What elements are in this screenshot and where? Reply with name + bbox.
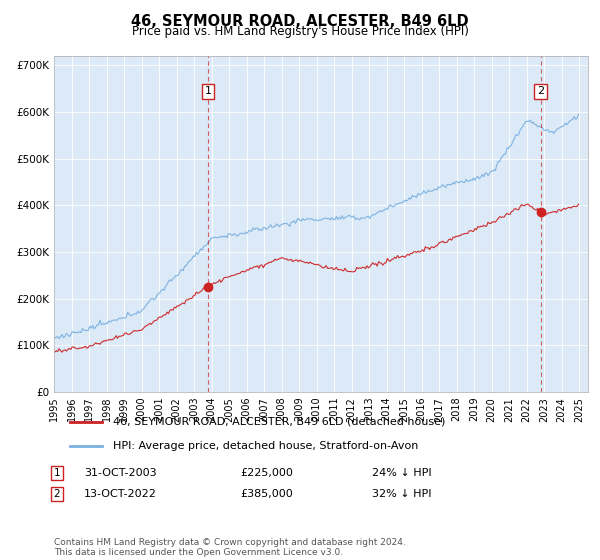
Text: 24% ↓ HPI: 24% ↓ HPI <box>372 468 431 478</box>
Text: HPI: Average price, detached house, Stratford-on-Avon: HPI: Average price, detached house, Stra… <box>113 441 418 451</box>
Text: 31-OCT-2003: 31-OCT-2003 <box>84 468 157 478</box>
Text: 1: 1 <box>53 468 61 478</box>
Text: 46, SEYMOUR ROAD, ALCESTER, B49 6LD: 46, SEYMOUR ROAD, ALCESTER, B49 6LD <box>131 14 469 29</box>
Text: 2: 2 <box>53 489 61 499</box>
Text: Price paid vs. HM Land Registry's House Price Index (HPI): Price paid vs. HM Land Registry's House … <box>131 25 469 38</box>
Text: 13-OCT-2022: 13-OCT-2022 <box>84 489 157 499</box>
Text: 1: 1 <box>205 86 211 96</box>
Text: 46, SEYMOUR ROAD, ALCESTER, B49 6LD (detached house): 46, SEYMOUR ROAD, ALCESTER, B49 6LD (det… <box>113 417 445 427</box>
Text: 2: 2 <box>537 86 544 96</box>
Text: £385,000: £385,000 <box>240 489 293 499</box>
Text: £225,000: £225,000 <box>240 468 293 478</box>
Text: Contains HM Land Registry data © Crown copyright and database right 2024.
This d: Contains HM Land Registry data © Crown c… <box>54 538 406 557</box>
Text: 32% ↓ HPI: 32% ↓ HPI <box>372 489 431 499</box>
